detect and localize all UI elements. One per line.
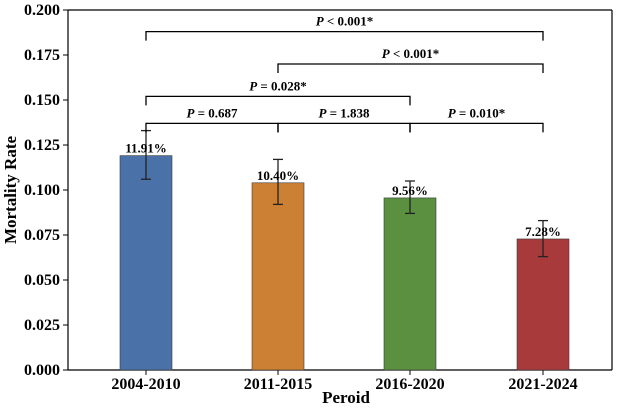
bar	[119, 155, 173, 371]
significance-bracket	[409, 122, 544, 133]
p-symbol: P	[316, 14, 325, 29]
significance-bracket	[277, 63, 544, 73]
y-tick-label: 0.150	[24, 92, 60, 109]
p-value: = 0.687	[194, 105, 238, 120]
x-axis-title: Peroid	[322, 388, 370, 407]
p-symbol: P	[186, 105, 195, 120]
significance-label: P = 1.838	[318, 105, 370, 120]
p-symbol: P	[382, 46, 391, 61]
significance-label: P < 0.001*	[316, 14, 374, 29]
significance-bracket	[145, 122, 279, 133]
p-symbol: P	[318, 105, 327, 120]
axes: 0.000 0.025 0.050 0.075 0.100 0.125 0.150 0.175…	[24, 2, 613, 393]
p-value: < 0.001*	[324, 14, 374, 29]
data-label: 10.40%	[257, 168, 299, 183]
x-tick-label: 2021-2024	[508, 376, 577, 393]
y-tick-label: 0.100	[24, 182, 60, 199]
data-labels: 11.91% 10.40% 9.56% 7.28%	[125, 141, 561, 239]
p-value: = 1.838	[326, 105, 370, 120]
p-symbol: P	[448, 105, 457, 120]
x-tick-label: 2016-2020	[375, 376, 444, 393]
data-label: 11.91%	[125, 141, 167, 156]
significance-label: P = 0.687	[186, 105, 238, 120]
y-tick-label: 0.025	[24, 317, 60, 334]
y-tick-label: 0.050	[24, 272, 60, 289]
p-value: = 0.028*	[257, 78, 307, 93]
bar	[383, 197, 437, 371]
data-label: 7.28%	[525, 224, 561, 239]
data-label: 9.56%	[392, 183, 428, 198]
y-tick-label: 0.200	[24, 2, 60, 19]
y-tick-label: 0.175	[24, 47, 60, 64]
x-tick-label: 2011-2015	[244, 376, 312, 393]
significance-label: P = 0.010*	[448, 105, 506, 120]
y-tick-label: 0.075	[24, 227, 60, 244]
y-tick-label: 0.125	[24, 137, 60, 154]
x-tick-label: 2004-2010	[111, 376, 180, 393]
bar	[251, 182, 305, 371]
y-tick-label: 0.000	[24, 362, 60, 379]
significance-label: P < 0.001*	[382, 46, 440, 61]
p-value: < 0.001*	[390, 46, 440, 61]
bar	[516, 238, 570, 371]
significance-brackets: P = 0.687 P = 1.838 P = 0.010*P = 0.028*P …	[145, 14, 544, 133]
p-value: = 0.010*	[456, 105, 506, 120]
significance-bracket	[145, 30, 544, 41]
significance-label: P = 0.028*	[249, 78, 307, 93]
p-symbol: P	[249, 78, 258, 93]
significance-bracket	[277, 122, 411, 133]
bars	[119, 155, 570, 371]
significance-bracket	[145, 95, 411, 106]
error-bars	[141, 129, 548, 258]
y-axis-title: Mortality Rate	[1, 135, 20, 244]
